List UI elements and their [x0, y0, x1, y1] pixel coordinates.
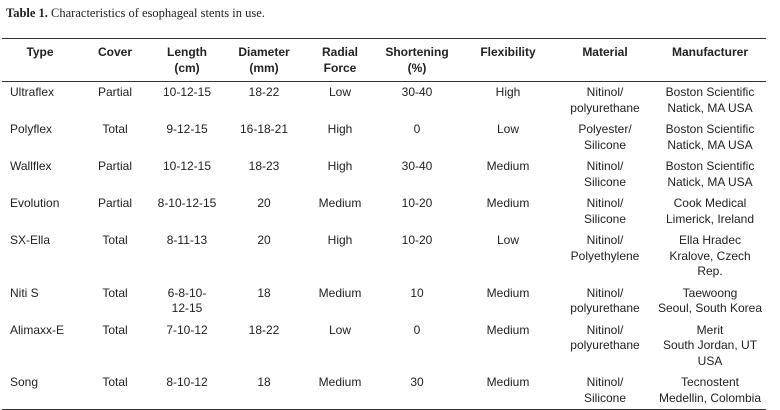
table-cell: Partial [97, 196, 132, 210]
table-cell: 0 [413, 122, 421, 136]
table-cell: 18 [257, 285, 271, 300]
table-cell: 30-40 [401, 85, 433, 99]
table-cell: Medium [486, 159, 530, 173]
table-cell: 10 [410, 285, 424, 300]
table-cell: Evolution [10, 196, 60, 210]
table-cell: Wallflex [10, 159, 52, 173]
table-cell: Nitinol/ polyurethane [570, 85, 640, 115]
table-cell: Medium [486, 285, 530, 300]
caption-label: Table 1. [6, 6, 48, 20]
table-cell: Nitinol/ Silicone [583, 159, 627, 189]
table-row: Evolution Partial 8-10-12-15 20 Medium 10-20 M… [2, 193, 766, 230]
table-cell: 6-8-10- 12-15 [167, 285, 207, 316]
table-cell: Partial [97, 159, 132, 173]
table-cell: 20 [257, 196, 271, 210]
table-cell: Nitinol/ polyurethane [570, 285, 640, 316]
page: Table 1. Characteristics of esophageal s… [2, 6, 766, 410]
table-cell: 18 [257, 375, 271, 389]
table-cell: 9-12-15 [166, 122, 208, 136]
stents-table: Type Cover Length (cm) Diameter (mm) Radial … [2, 38, 766, 410]
table-cell: 7-10-12 [166, 322, 208, 337]
table-cell: Total [102, 122, 128, 136]
header-cell: Type [26, 45, 54, 59]
table-caption: Table 1. Characteristics of esophageal s… [6, 6, 265, 21]
table-cell: Medium [486, 322, 530, 337]
table-cell: High [327, 159, 353, 173]
table-cell: Boston Scientific Natick, MA USA [665, 122, 755, 152]
table-cell: Polyester/ Silicone [578, 122, 632, 152]
table-cell: Ultraflex [10, 85, 55, 99]
table-cell: Nitinol/ Silicone [583, 196, 627, 226]
header-cell: Material [582, 45, 628, 59]
table-cell: Cook Medical Limerick, Ireland [665, 196, 755, 226]
table-body: Ultraflex Partial 10-12-15 18-22 Low 30-40 Hig… [2, 82, 766, 410]
table-cell: Boston Scientific Natick, MA USA [665, 159, 755, 189]
header-cell: Manufacturer [671, 45, 748, 59]
table-cell: 16-18-21 [239, 122, 289, 136]
table-cell: Total [102, 285, 128, 300]
table-cell: High [327, 233, 353, 247]
table-row: Wallflex Partial 10-12-15 18-23 High 30-40 Med… [2, 156, 766, 193]
table-cell: 30 [410, 375, 424, 389]
table-cell: Total [102, 375, 128, 389]
table-cell: Medium [318, 196, 362, 210]
header-cell: Cover [97, 45, 132, 59]
table-cell: 10-20 [401, 196, 433, 210]
header-cell: Flexibility [480, 45, 536, 59]
table-cell: Low [496, 122, 519, 136]
table-cell: 10-12-15 [162, 159, 212, 173]
table-cell: Nitinol/ Polyethylene [570, 233, 640, 263]
table-cell: High [495, 85, 521, 99]
table-cell: Ella Hradec Kralove, Czech Rep. [669, 233, 751, 278]
table-row: Alimaxx-E Total 7-10-12 18-22 Low 0 Medium Niti… [2, 320, 766, 373]
table-cell: Nitinol/ polyurethane [570, 322, 640, 353]
header-cell: Diameter (mm) [238, 45, 290, 75]
table-cell: Niti S [10, 285, 39, 300]
table-cell: 30-40 [401, 159, 433, 173]
table-cell: Song [10, 375, 39, 389]
table-cell: 18-23 [248, 159, 280, 173]
table-cell: 10-12-15 [162, 85, 212, 99]
table-row: Song Total 8-10-12 18 Medium 30 Medium Nitinol/… [2, 372, 766, 410]
table-cell: Alimaxx-E [10, 322, 65, 337]
header-cell: Length (cm) [167, 45, 207, 75]
table-cell: Low [496, 233, 519, 247]
table-cell: 8-10-12-15 [157, 196, 217, 210]
table-cell: Medium [486, 375, 530, 389]
header-cell: Shortening (%) [385, 45, 449, 75]
table-cell: Medium [318, 285, 362, 300]
header-cell: Radial Force [321, 45, 358, 75]
table-row: SX-Ella Total 8-11-13 20 High 10-20 Low Nitinol… [2, 230, 766, 283]
table-header: Type Cover Length (cm) Diameter (mm) Radial … [2, 38, 766, 82]
table-cell: Low [328, 322, 351, 337]
table-cell: SX-Ella [10, 233, 51, 247]
table-cell: 10-20 [401, 233, 433, 247]
table-cell: 18-22 [248, 322, 280, 337]
table-row: Polyflex Total 9-12-15 16-18-21 High 0 Low Poly… [2, 119, 766, 156]
table-cell: Boston Scientific Natick, MA USA [665, 85, 755, 115]
table-cell: Taewoong Seoul, South Korea [657, 285, 763, 316]
table-cell: High [327, 122, 353, 136]
table-cell: Medium [318, 375, 362, 389]
table-row: Niti S Total 6-8-10- 12-15 18 Medium 10 Medium… [2, 283, 766, 320]
caption-text: Characteristics of esophageal stents in … [51, 6, 265, 20]
table-cell: Nitinol/ Silicone [583, 375, 627, 405]
table-cell: 8-11-13 [166, 233, 208, 247]
table-cell: 18-22 [248, 85, 280, 99]
table-cell: Partial [97, 85, 132, 99]
table-cell: Medium [486, 196, 530, 210]
table-cell: Tecnostent Medellin, Colombia [658, 375, 762, 405]
table-cell: Total [102, 233, 128, 247]
table-cell: Total [102, 322, 128, 337]
table-cell: 20 [257, 233, 271, 247]
table-cell: Low [328, 85, 351, 99]
header-row: Type Cover Length (cm) Diameter (mm) Radial … [2, 38, 766, 82]
table-cell: Polyflex [10, 122, 53, 136]
table-row: Ultraflex Partial 10-12-15 18-22 Low 30-40 Hig… [2, 82, 766, 120]
table-cell: 0 [413, 322, 421, 337]
table-cell: 8-10-12 [166, 375, 208, 389]
table-cell: Merit South Jordan, UT USA [662, 322, 758, 368]
